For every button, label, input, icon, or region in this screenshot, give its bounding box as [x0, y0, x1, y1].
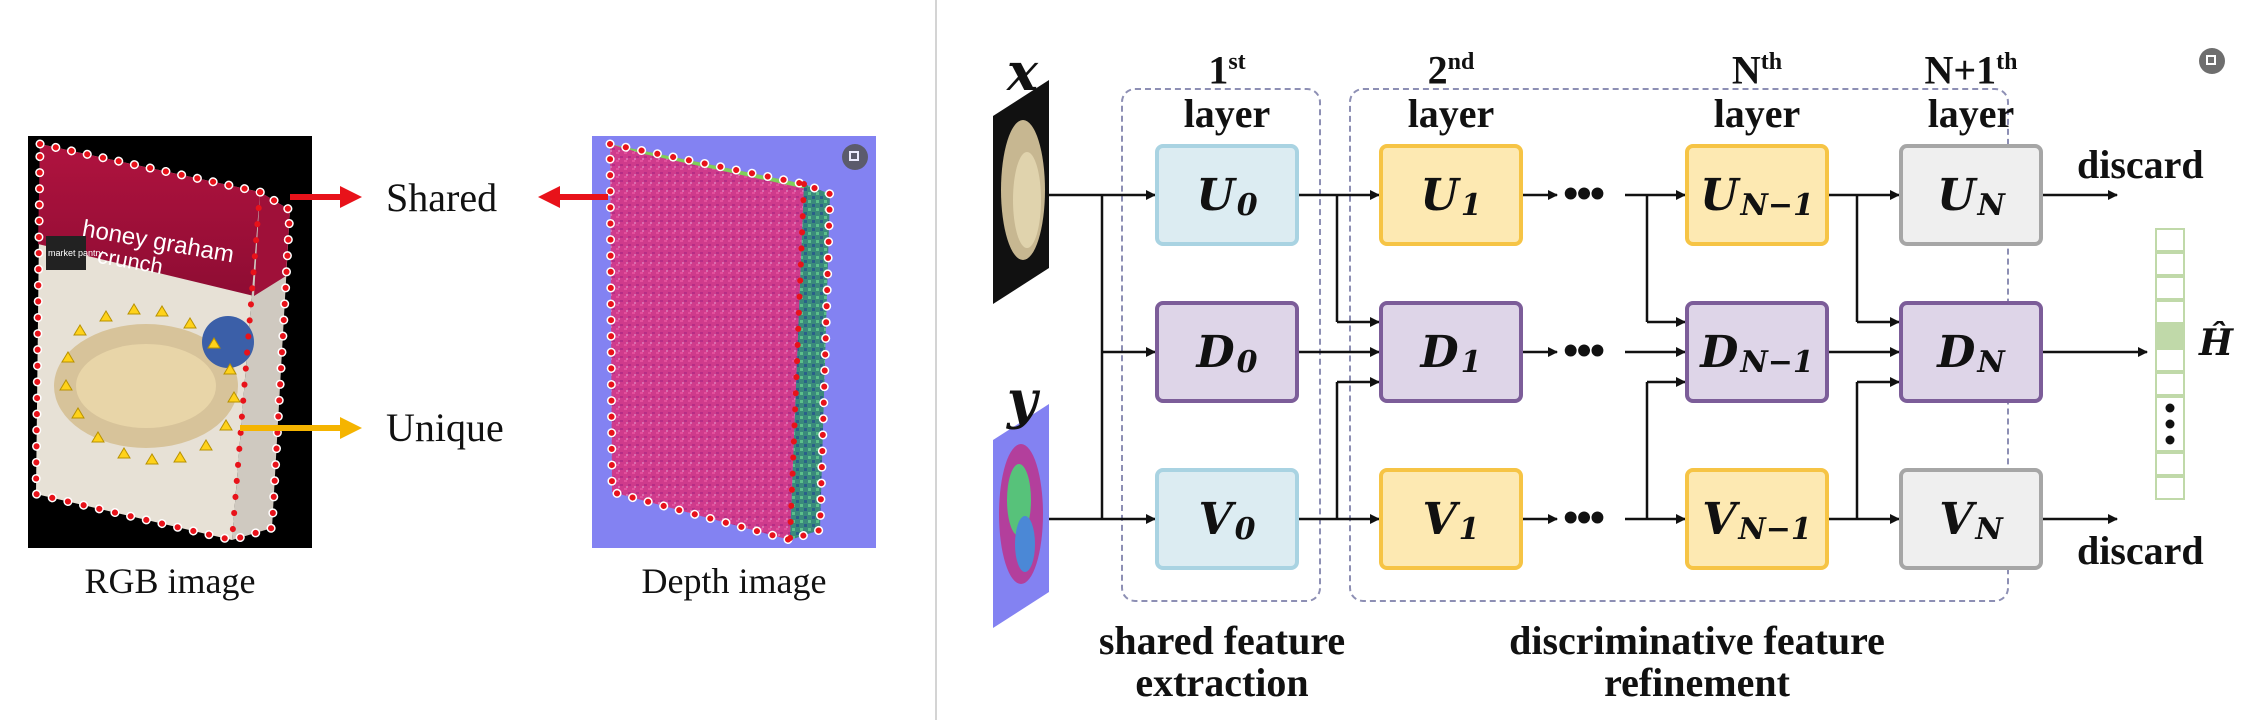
unique-arrow [340, 417, 362, 439]
depth-caption: Depth image [641, 561, 827, 601]
right-panel: x y 1st layer 2nd layer Nth layer N+1th laye… [937, 0, 2249, 720]
layer-label-n: Nth layer [1713, 47, 1801, 137]
var-x-label: x [1007, 42, 1039, 103]
shared-extraction-group [1121, 88, 1321, 602]
brand-logo [46, 236, 86, 270]
output-cell [2155, 476, 2185, 500]
var-y-label: y [1007, 370, 1038, 431]
rgb-image: honey graham crunch market pantry [28, 136, 312, 548]
unique-region-triangles [59, 303, 241, 465]
output-cell [2155, 300, 2185, 324]
output-cell-highlighted [2155, 324, 2185, 348]
output-vector [2155, 228, 2185, 500]
rgb-box-illustration: honey graham crunch market pantry [31, 139, 295, 545]
box-brand: market pantry [48, 248, 104, 258]
layer-label-2: 2nd layer [1407, 47, 1495, 137]
input-x-image [993, 80, 1049, 304]
ellipsis-middle: ••• [1563, 326, 1605, 375]
vertical-ellipsis-icon [2165, 403, 2175, 445]
layer-label-n-plus-1: N+1th layer [1924, 47, 2018, 137]
shared-arrow-right [340, 186, 362, 208]
input-y-image [993, 404, 1049, 628]
output-cell [2155, 252, 2185, 276]
shared-extraction-caption: shared feature extraction [1098, 618, 1346, 705]
callout-arrows [240, 186, 608, 439]
shared-arrow-left [538, 186, 560, 208]
ellipsis-bottom: ••• [1563, 493, 1605, 542]
output-cell [2155, 348, 2185, 372]
discard-bottom-label: discard [2077, 528, 2204, 573]
panel-divider [935, 0, 937, 720]
output-cell [2155, 228, 2185, 252]
discard-top-label: discard [2077, 142, 2204, 187]
left-panel: honey graham crunch market pantry RGB im… [0, 0, 935, 720]
depth-image [592, 136, 876, 548]
layer-label-1: 1st layer [1183, 47, 1271, 137]
output-cell [2155, 276, 2185, 300]
ellipsis-top: ••• [1563, 169, 1605, 218]
node-vn-minus-1: V N−1 [1685, 468, 1829, 570]
output-cell [2155, 452, 2185, 476]
node-un-minus-1: U N−1 [1685, 144, 1829, 246]
unique-label: Unique [386, 405, 504, 450]
zoom-icon-right[interactable] [2199, 48, 2225, 74]
depth-box-illustration [605, 139, 835, 545]
output-h-label: Ĥ [2199, 322, 2234, 364]
zoom-icon[interactable] [842, 144, 868, 170]
connection-lines [1037, 190, 2148, 524]
node-dn-minus-1: D N−1 [1685, 301, 1829, 403]
output-cell [2155, 372, 2185, 396]
rgb-caption: RGB image [84, 561, 256, 601]
discriminative-refinement-caption: discriminative feature refinement [1509, 618, 1885, 705]
shared-label: Shared [386, 175, 498, 220]
